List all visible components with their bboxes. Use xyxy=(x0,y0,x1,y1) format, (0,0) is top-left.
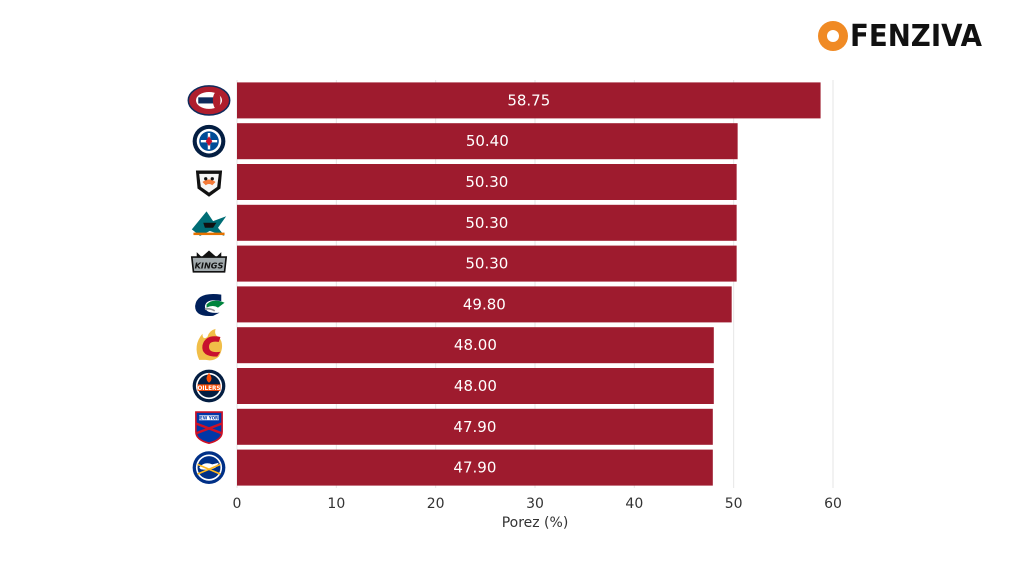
winnipeg-jets-logo xyxy=(191,123,227,160)
anaheim-ducks-logo xyxy=(195,170,223,197)
bar-value-label: 58.75 xyxy=(507,91,550,109)
bar xyxy=(237,368,714,404)
bar xyxy=(237,408,713,445)
bar-value-label: 50.30 xyxy=(465,173,508,191)
x-tick-label: 0 xyxy=(233,496,242,512)
new-york-rangers-logo xyxy=(194,410,224,445)
buffalo-sabres-logo xyxy=(191,450,227,486)
bar xyxy=(237,82,821,119)
x-tick-label: 10 xyxy=(327,496,345,512)
bar-series: 58.75 50.40 50.30 50.30 50.30 49.80 48.00 48.00… xyxy=(237,82,821,486)
brand-text: FENZIVA xyxy=(850,18,982,54)
x-axis-label: Porez (%) xyxy=(501,515,569,531)
bar xyxy=(237,449,713,486)
bar-value-label: 49.80 xyxy=(463,295,506,313)
bar-value-label: 50.30 xyxy=(465,255,508,273)
bar-value-label: 50.40 xyxy=(466,132,509,150)
bar-value-label: 48.00 xyxy=(454,336,497,354)
san-jose-sharks-logo xyxy=(191,211,227,236)
vancouver-canucks-logo xyxy=(194,293,226,317)
team-logos xyxy=(187,85,231,486)
montreal-canadiens-logo xyxy=(187,85,231,116)
x-axis-ticks: 0 10 20 30 40 50 60 xyxy=(233,496,842,512)
orange-ring-icon xyxy=(818,21,848,51)
los-angeles-kings-logo xyxy=(190,249,228,273)
bar-value-label: 48.00 xyxy=(454,377,497,395)
brand-logo: FENZIVA xyxy=(818,14,993,58)
bar xyxy=(237,123,738,160)
x-tick-label: 60 xyxy=(824,496,842,512)
bar-value-label: 47.90 xyxy=(453,459,496,477)
x-tick-label: 50 xyxy=(725,496,743,512)
bar-value-label: 47.90 xyxy=(453,418,496,436)
edmonton-oilers-logo xyxy=(192,369,226,403)
bar xyxy=(237,286,732,323)
bar xyxy=(237,204,737,241)
bar xyxy=(237,164,737,200)
x-tick-label: 40 xyxy=(625,496,643,512)
bar xyxy=(237,245,737,282)
x-tick-label: 20 xyxy=(427,496,445,512)
bar xyxy=(237,327,714,364)
calgary-flames-logo xyxy=(196,328,223,361)
bar-value-label: 50.30 xyxy=(465,214,508,232)
x-tick-label: 30 xyxy=(526,496,544,512)
